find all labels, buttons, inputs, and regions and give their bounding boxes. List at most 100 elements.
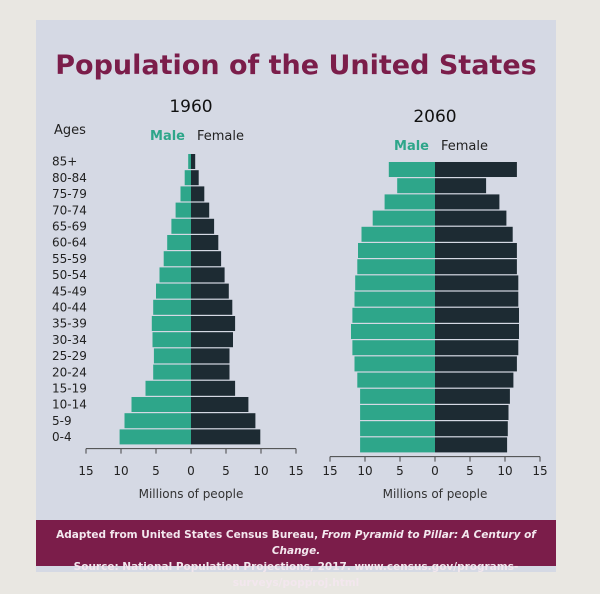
bar-male-45-49 [354, 291, 435, 307]
bar-female-70-74 [191, 202, 210, 218]
bar-female-75-79 [191, 186, 205, 202]
bar-male-85+ [388, 162, 435, 177]
x-tick-label: 15 [322, 464, 337, 478]
age-label-85+: 85+ [52, 155, 77, 169]
bar-male-25-29 [354, 356, 435, 372]
bar-male-10-14 [131, 397, 191, 412]
x-axis-label: Millions of people [139, 487, 244, 501]
age-label-45-49: 45-49 [52, 284, 87, 298]
bar-female-35-39 [191, 316, 236, 331]
panel-2060: 2060 Male Female 15 10 5 0 5 10 15 Millions of peo… [322, 107, 547, 501]
bar-male-40-44 [153, 299, 191, 315]
bar-female-45-49 [435, 291, 519, 307]
x-tick-label: 10 [357, 464, 372, 478]
bar-male-70-74 [372, 210, 435, 226]
legend-female: Female [197, 129, 244, 144]
bar-female-40-44 [435, 307, 519, 323]
footer-publication: From Pyramid to Pillar: A Century of Cha… [271, 529, 536, 557]
bar-male-25-29 [153, 348, 191, 364]
bar-female-60-64 [191, 235, 219, 250]
bar-female-55-59 [191, 251, 222, 267]
footer-credit: Adapted from United States Census Bureau… [56, 529, 322, 541]
bar-female-0-4 [435, 437, 508, 453]
bar-female-55-59 [435, 259, 517, 275]
bar-female-15-19 [435, 388, 510, 404]
x-tick-label: 5 [396, 464, 404, 478]
year-2060: 2060 [413, 107, 456, 127]
legend-male: Male [150, 129, 185, 144]
x-tick-label: 15 [288, 464, 303, 478]
bar-female-85+ [435, 162, 517, 177]
bar-male-60-64 [167, 235, 191, 250]
bar-male-5-9 [360, 421, 435, 437]
x-tick-label: 15 [532, 464, 547, 478]
bar-female-20-24 [191, 364, 230, 380]
age-label-35-39: 35-39 [52, 317, 87, 331]
bar-female-80-84 [435, 178, 487, 194]
bar-female-5-9 [191, 413, 256, 429]
x-tick-label: 0 [187, 464, 195, 478]
bar-male-35-39 [151, 316, 191, 331]
x-axis-label: Millions of people [383, 487, 488, 501]
age-label-5-9: 5-9 [52, 414, 72, 428]
source-footer: Adapted from United States Census Bureau… [36, 520, 556, 589]
bar-female-65-69 [191, 218, 215, 234]
x-tick-label: 15 [78, 464, 93, 478]
age-label-50-54: 50-54 [52, 268, 87, 282]
age-label-20-24: 20-24 [52, 365, 87, 379]
bar-female-25-29 [191, 348, 230, 364]
bar-female-65-69 [435, 226, 513, 242]
bar-female-20-24 [435, 372, 514, 388]
poster: Population of the United States Ages 85+… [36, 20, 556, 589]
bar-female-0-4 [191, 429, 261, 445]
age-label-60-64: 60-64 [52, 236, 87, 250]
age-label-10-14: 10-14 [52, 398, 87, 412]
bar-female-5-9 [435, 421, 508, 437]
age-label-55-59: 55-59 [52, 252, 87, 266]
bar-male-60-64 [358, 243, 435, 258]
x-tick-label: 5 [466, 464, 474, 478]
bar-female-30-34 [435, 340, 519, 356]
bar-male-50-54 [355, 275, 435, 291]
age-label-30-34: 30-34 [52, 333, 87, 347]
age-labels: 85+ 80-84 75-79 70-74 65-69 60-64 55-59 50-54 45… [52, 155, 87, 444]
bar-female-45-49 [191, 283, 229, 299]
age-label-75-79: 75-79 [52, 187, 87, 201]
age-label-70-74: 70-74 [52, 203, 87, 217]
bar-female-10-14 [191, 397, 249, 412]
bar-male-65-69 [171, 218, 191, 234]
bar-female-75-79 [435, 194, 500, 210]
bar-male-85+ [188, 154, 191, 169]
bar-female-25-29 [435, 356, 517, 372]
bar-female-10-14 [435, 405, 509, 420]
bar-male-0-4 [360, 437, 435, 453]
bar-male-10-14 [360, 405, 435, 420]
bar-male-15-19 [145, 380, 191, 396]
bar-female-50-54 [435, 275, 519, 291]
x-tick-label: 5 [222, 464, 230, 478]
bar-male-55-59 [163, 251, 191, 267]
legend-female: Female [441, 139, 488, 154]
bar-male-80-84 [184, 170, 191, 186]
x-tick-label: 10 [113, 464, 128, 478]
bar-male-75-79 [384, 194, 435, 210]
bar-female-60-64 [435, 243, 517, 258]
bar-male-20-24 [153, 364, 191, 380]
bar-male-35-39 [351, 324, 435, 339]
bar-male-15-19 [360, 388, 435, 404]
bar-male-70-74 [175, 202, 191, 218]
bar-female-50-54 [191, 267, 225, 283]
bar-female-30-34 [191, 332, 233, 348]
bar-female-15-19 [191, 380, 236, 396]
bar-male-0-4 [119, 429, 191, 445]
age-label-0-4: 0-4 [52, 430, 72, 444]
bar-male-45-49 [156, 283, 191, 299]
bar-male-65-69 [361, 226, 435, 242]
year-1960: 1960 [169, 97, 212, 117]
bar-female-70-74 [435, 210, 507, 226]
bar-male-80-84 [397, 178, 435, 194]
x-tick-label: 10 [497, 464, 512, 478]
legend-male: Male [394, 139, 429, 154]
x-tick-label: 0 [431, 464, 439, 478]
